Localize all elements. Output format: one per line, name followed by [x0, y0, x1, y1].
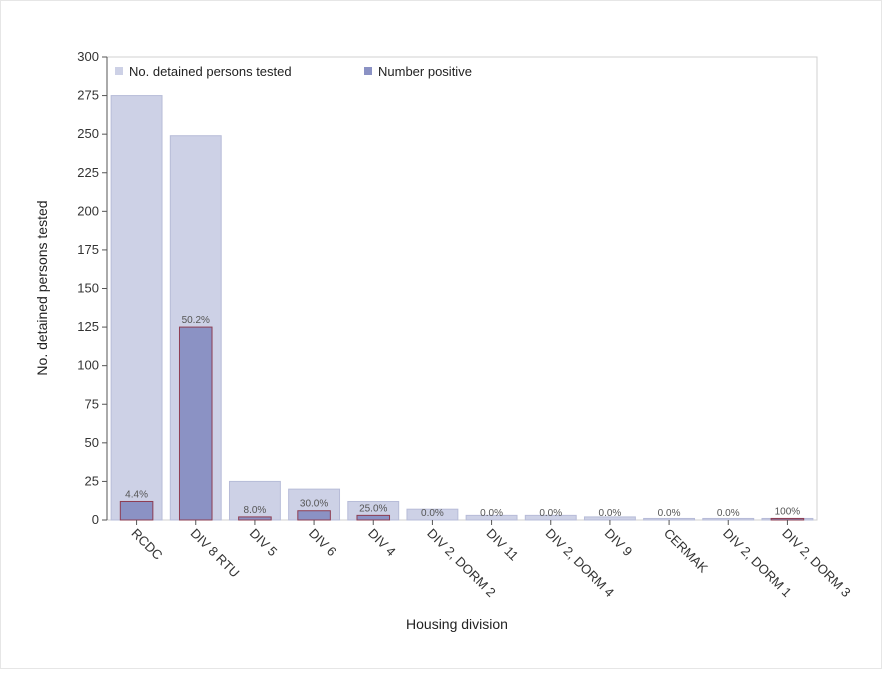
x-tick-label: DIV 8 RTU: [188, 526, 243, 581]
y-tick-label: 75: [85, 396, 99, 411]
y-tick-label: 100: [77, 358, 99, 373]
data-label: 30.0%: [300, 499, 328, 510]
data-label: 8.0%: [244, 505, 267, 516]
positive-bars: [119, 326, 805, 521]
bar-positive: [356, 514, 391, 521]
y-tick-label: 250: [77, 126, 99, 141]
y-tick-label: 275: [77, 88, 99, 103]
legend-swatch-tested: [115, 67, 123, 75]
legend: No. detained persons tested Number posit…: [115, 64, 472, 79]
x-tick-label: DIV 9: [602, 526, 636, 560]
bar-positive: [770, 517, 805, 521]
bar-positive: [119, 500, 154, 521]
bar-tested: [228, 480, 281, 521]
y-tick-label: 300: [77, 49, 99, 64]
data-label: 25.0%: [359, 503, 387, 514]
data-label: 0.0%: [480, 508, 503, 519]
y-tick-label: 175: [77, 242, 99, 257]
y-axis-title: No. detained persons tested: [34, 200, 50, 375]
data-label: 0.0%: [421, 508, 444, 519]
data-label: 4.4%: [125, 489, 148, 500]
data-label: 50.2%: [182, 315, 210, 326]
data-label: 0.0%: [539, 508, 562, 519]
y-tick-label: 25: [85, 473, 99, 488]
bar-tested: [110, 95, 163, 521]
data-label: 0.0%: [658, 508, 681, 519]
data-label: 0.0%: [717, 508, 740, 519]
data-labels: 4.4% 50.2% 8.0% 30.0% 25.0% 0.0% 0.0% 0.0% 0.0% 0…: [125, 315, 800, 519]
x-tick-label: CERMAK: [661, 526, 711, 576]
x-tick-label: DIV 6: [306, 526, 340, 560]
x-tick-label: DIV 11: [483, 526, 521, 564]
plot-area: [106, 56, 818, 521]
y-tick-label: 150: [77, 281, 99, 296]
bar-positive: [178, 326, 213, 521]
data-label: 100%: [775, 506, 801, 517]
x-axis-title: Housing division: [406, 616, 508, 632]
x-tick-label: DIV 5: [247, 526, 281, 560]
y-tick-label: 125: [77, 319, 99, 334]
legend-swatch-positive: [364, 67, 372, 75]
bar-positive: [297, 510, 331, 521]
legend-label-tested: No. detained persons tested: [129, 64, 292, 79]
y-tick-label: 200: [77, 203, 99, 218]
x-tick-label: RCDC: [128, 526, 165, 563]
y-axis: 0 25 50 75 100 125 150 175 200 225 250 275 300: [77, 49, 108, 527]
data-label: 0.0%: [599, 508, 622, 519]
y-tick-label: 0: [92, 512, 99, 527]
legend-label-positive: Number positive: [378, 64, 472, 79]
y-tick-label: 225: [77, 165, 99, 180]
x-tick-label: DIV 4: [365, 526, 399, 560]
x-axis: RCDC DIV 8 RTU DIV 5 DIV 6 DIV 4 DIV 2, DORM …: [128, 520, 854, 600]
y-tick-label: 50: [85, 435, 99, 450]
bar-positive: [238, 516, 272, 521]
